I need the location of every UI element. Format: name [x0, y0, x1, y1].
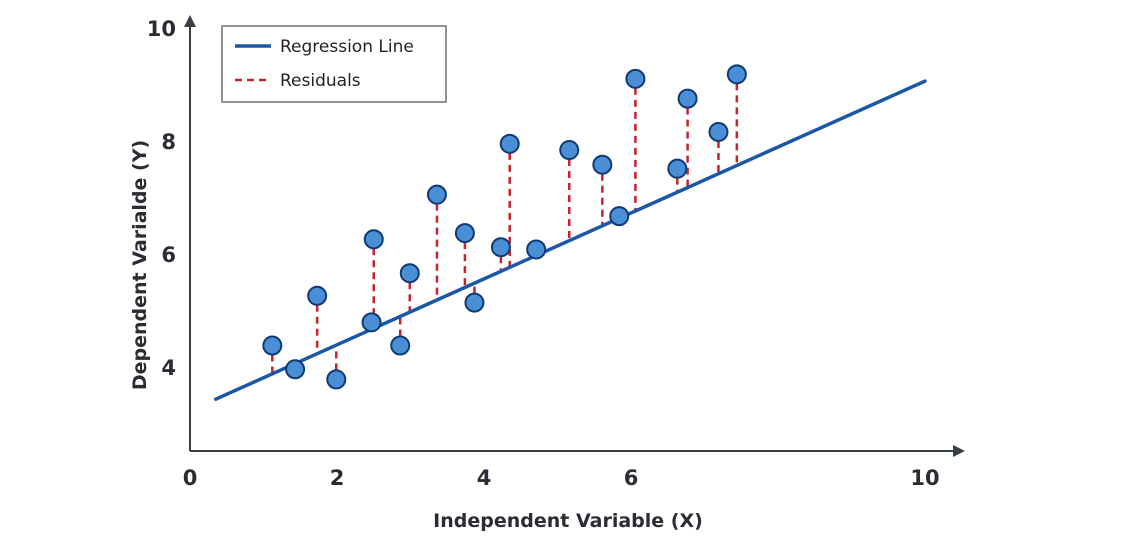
- data-point: [609, 206, 630, 227]
- data-point: [399, 263, 420, 284]
- y-tick-label: 4: [161, 356, 176, 380]
- y-tick-label: 8: [161, 130, 176, 154]
- data-point: [726, 64, 747, 85]
- x-axis-label: Independent Variable (X): [433, 510, 703, 532]
- data-point: [426, 184, 447, 205]
- data-point: [490, 237, 511, 258]
- data-point: [625, 68, 646, 89]
- x-tick-label: 6: [624, 466, 639, 490]
- x-tick-label: 10: [910, 466, 939, 490]
- y-tick-label: 6: [161, 243, 176, 267]
- legend-box: [221, 25, 447, 103]
- regression-line: [213, 79, 927, 401]
- data-point: [361, 312, 382, 333]
- x-tick-label: 4: [477, 466, 492, 490]
- data-point: [526, 239, 547, 260]
- data-point: [499, 133, 520, 154]
- data-point: [285, 359, 306, 380]
- data-point: [454, 223, 475, 244]
- data-point: [326, 369, 347, 390]
- data-point: [262, 335, 283, 356]
- y-axis-label: Dependent Varialde (Y): [129, 140, 151, 390]
- data-point: [667, 158, 688, 179]
- x-tick-label: 2: [330, 466, 345, 490]
- data-points: [262, 64, 747, 390]
- residual-lines: [271, 83, 739, 374]
- data-point: [390, 335, 411, 356]
- data-point: [677, 88, 698, 109]
- y-axis-arrow-icon: [184, 15, 196, 27]
- data-point: [464, 292, 485, 313]
- y-tick-labels: 4 6 8 10: [147, 17, 176, 380]
- y-tick-label: 10: [147, 17, 176, 41]
- data-point: [592, 154, 613, 175]
- x-tick-labels: 0 2 4 6 10: [183, 466, 940, 490]
- data-point: [307, 285, 328, 306]
- data-point: [708, 121, 729, 142]
- legend-residuals-label: Residuals: [280, 71, 361, 91]
- legend: Regression Line Residuals: [221, 25, 447, 103]
- axes: [184, 15, 965, 457]
- x-tick-label: 0: [183, 466, 198, 490]
- x-axis-arrow-icon: [953, 445, 965, 457]
- legend-regression-label: Regression Line: [280, 37, 414, 57]
- data-point: [559, 140, 580, 161]
- data-point: [363, 229, 384, 250]
